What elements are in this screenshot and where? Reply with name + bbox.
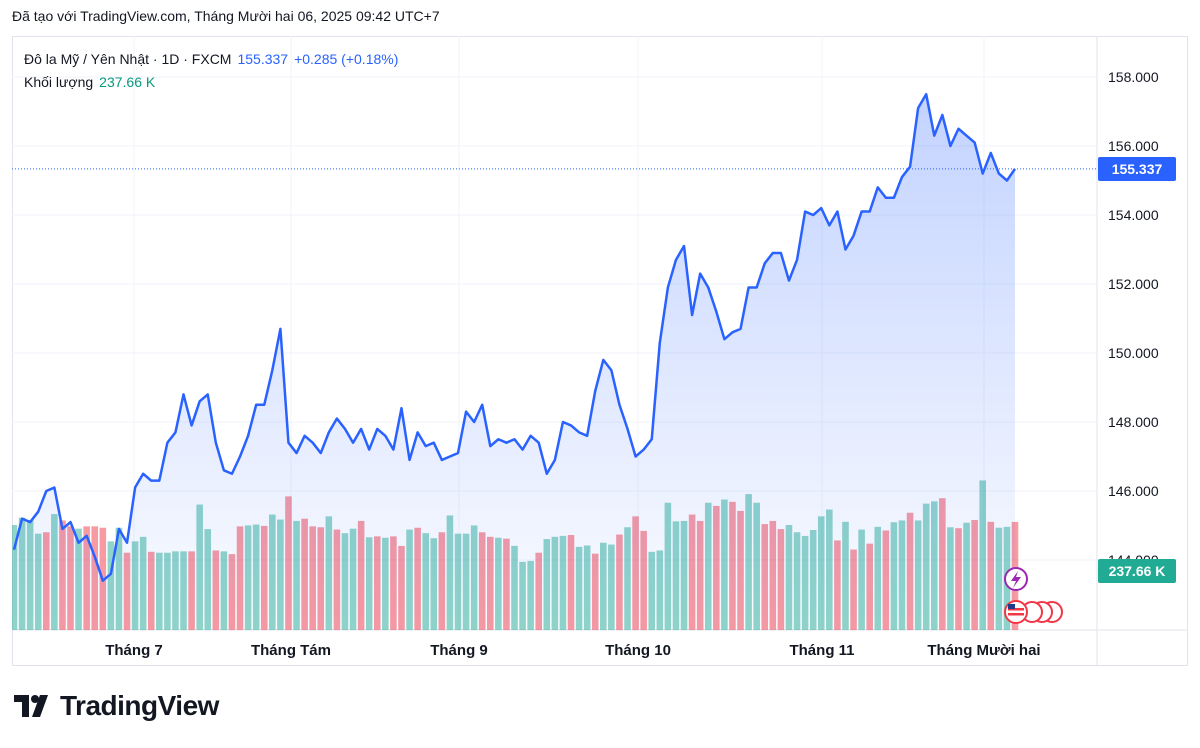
tradingview-logo[interactable]: TradingView — [14, 690, 219, 722]
tradingview-brand-text: TradingView — [60, 690, 219, 721]
x-tick-label: Tháng 11 — [789, 642, 854, 659]
y-tick-label: 146.000 — [1108, 483, 1159, 499]
x-axis-ticks: Tháng 7 Tháng Tám Tháng 9 Tháng 10 Tháng 11 T… — [105, 642, 1040, 659]
legend-symbol-row: Đô la Mỹ / Yên Nhật · 1D · FXCM 155.337 +0… — [24, 48, 398, 71]
legend-volume-row: Khối lượng 237.66 K — [24, 71, 398, 94]
us-flag-canton — [1008, 604, 1015, 609]
price-area — [12, 93, 1097, 630]
tradingview-logo-icon — [14, 695, 48, 717]
y-tick-label: 148.000 — [1108, 414, 1159, 430]
price-line — [12, 93, 1017, 582]
y-axis-ticks: 158.000 156.000 154.000 152.000 150.000 148.0… — [1108, 69, 1159, 568]
x-tick-label: Tháng Tám — [251, 642, 331, 659]
legend-price: 155.337 — [237, 51, 289, 67]
volume-value: 237.66 K — [99, 74, 156, 90]
symbol-name[interactable]: Đô la Mỹ / Yên Nhật · 1D · FXCM — [24, 51, 232, 67]
legend-change: +0.285 (+0.18%) — [294, 51, 399, 67]
x-tick-label: Tháng 7 — [105, 642, 163, 659]
volume-label[interactable]: Khối lượng — [24, 74, 94, 90]
last-price-tag: 155.337 — [1098, 157, 1176, 181]
y-tick-label: 150.000 — [1108, 345, 1159, 361]
y-tick-label: 154.000 — [1108, 207, 1159, 223]
chart-svg[interactable]: 158.000 156.000 154.000 152.000 150.000 148.0… — [12, 36, 1188, 666]
y-tick-label: 158.000 — [1108, 69, 1159, 85]
us-flag-stripe — [1008, 608, 1024, 611]
flash-event-icon-bolt — [1011, 571, 1021, 588]
x-tick-label: Tháng Mười hai — [927, 642, 1040, 659]
y-tick-label: 152.000 — [1108, 276, 1159, 292]
us-flag-stripe — [1008, 613, 1024, 616]
x-tick-label: Tháng 10 — [605, 642, 671, 659]
last-volume-tag: 237.66 K — [1098, 559, 1176, 583]
price-area-fill — [14, 94, 1015, 630]
event-markers[interactable] — [1004, 567, 1063, 624]
x-tick-label: Tháng 9 — [430, 642, 488, 659]
created-with-header: Đã tạo với TradingView.com, Tháng Mười h… — [12, 8, 440, 24]
y-tick-label: 156.000 — [1108, 138, 1159, 154]
chart-legend: Đô la Mỹ / Yên Nhật · 1D · FXCM 155.337 +0… — [24, 48, 398, 94]
